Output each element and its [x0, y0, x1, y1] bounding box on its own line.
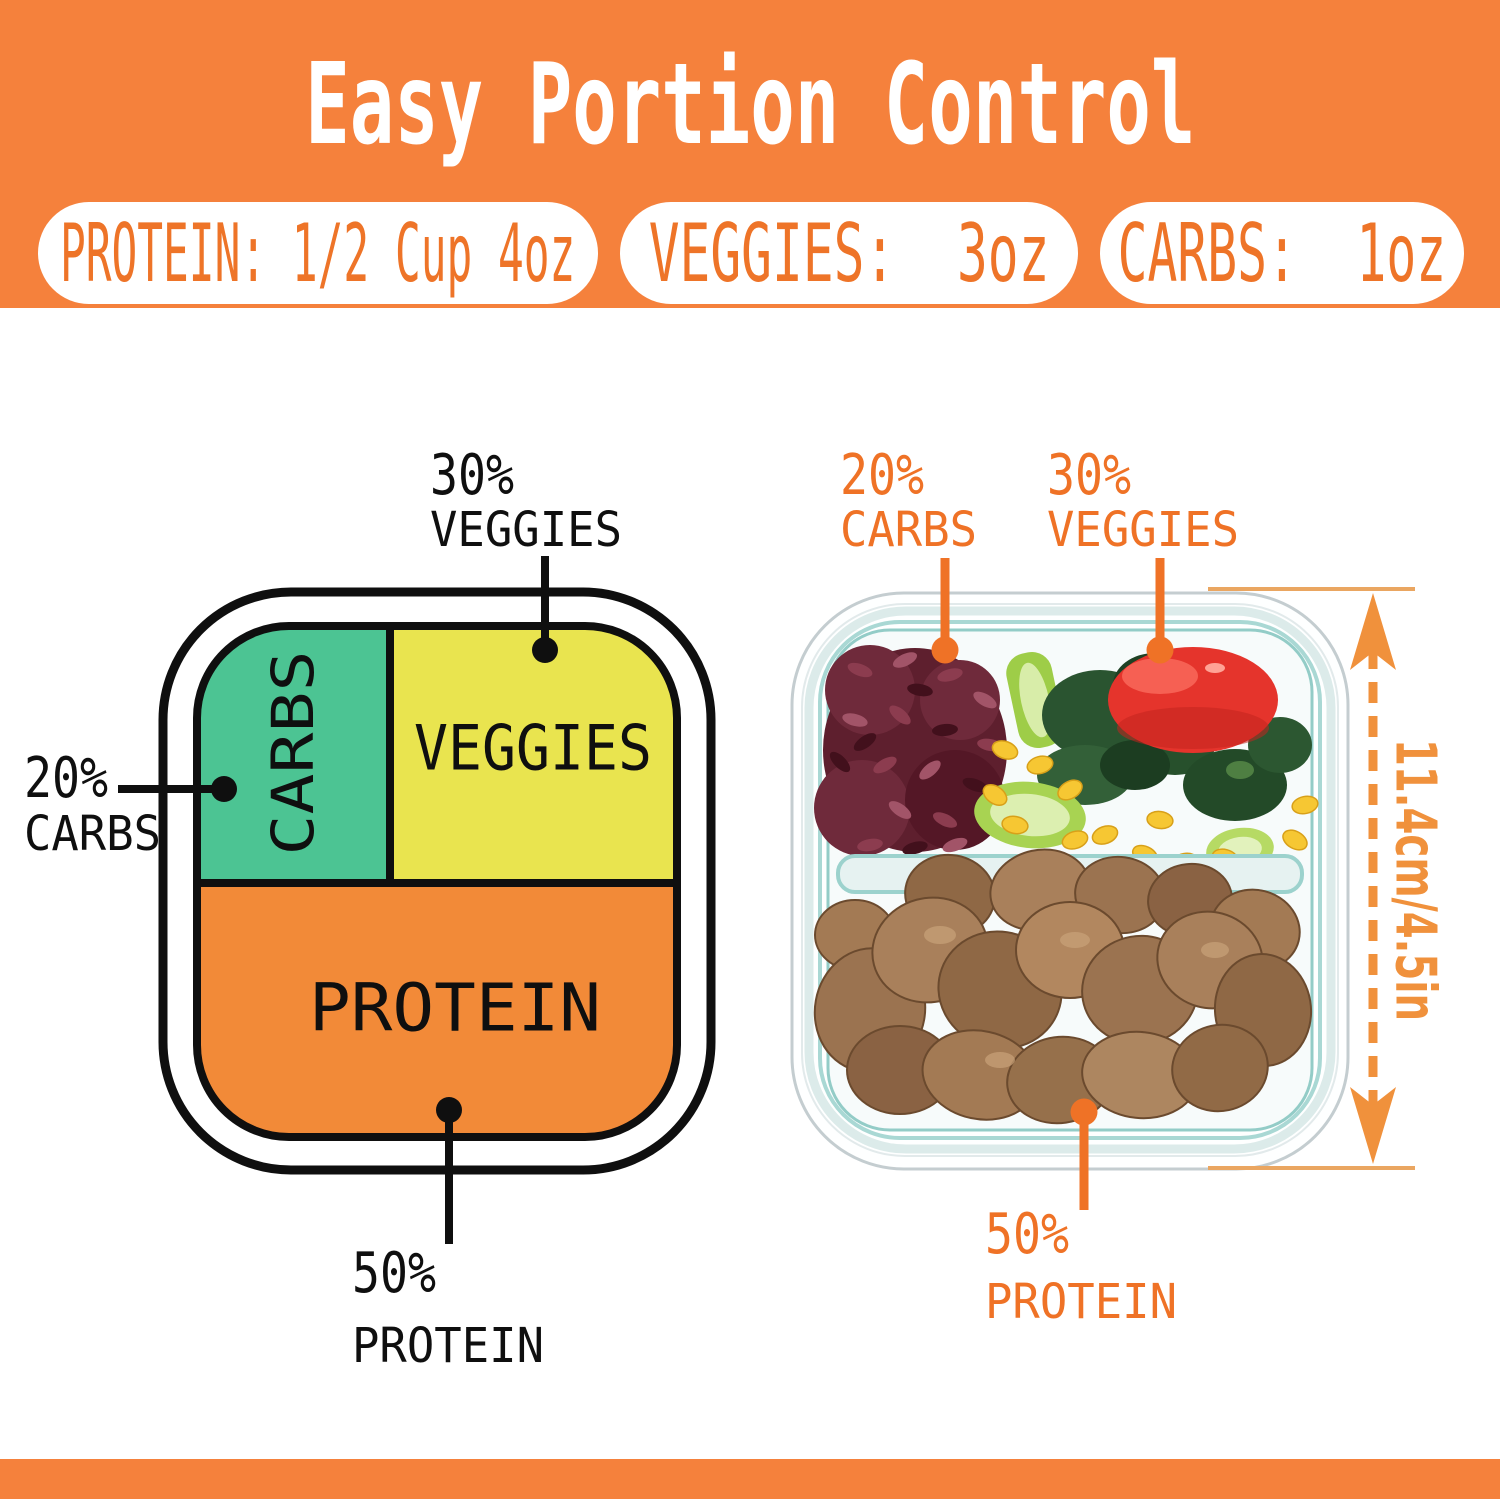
page-title-text: Easy Portion Control	[304, 40, 1196, 170]
pill-label: PROTEIN: 1/2 Cup 4oz	[60, 206, 576, 300]
veggies-section	[390, 626, 677, 883]
glass-lip-band	[804, 606, 1336, 1154]
meal-container-photo	[790, 591, 1350, 1171]
carbs-percent-label: 20%	[24, 746, 108, 811]
veggies-word-label: VEGGIES	[430, 502, 622, 558]
carbs-callout-dot	[211, 776, 237, 802]
photo-callouts: 20% CARBS 30% VEGGIES 50% PROTEIN	[840, 443, 1239, 1330]
photo-veggies-percent: 30%	[1047, 443, 1131, 508]
arrowhead-down-icon	[1350, 1087, 1396, 1164]
spinach-leaf	[1100, 740, 1170, 790]
protein-callout-dot	[436, 1097, 462, 1123]
arrowhead-up-icon	[1350, 593, 1396, 670]
diagram-callout-labels: 30% VEGGIES 20% CARBS 50% PROTEIN	[24, 443, 622, 1374]
photo-protein-word: PROTEIN	[985, 1274, 1177, 1330]
glass-teal-rim	[818, 620, 1322, 1140]
veggies-callout-dot	[532, 637, 558, 663]
rice-illustration	[814, 645, 1007, 856]
pill-label: CARBS: 1oz	[1117, 206, 1447, 300]
portion-diagram: CARBS VEGGIES PROTEIN 30% VEGGIES 20% CA…	[24, 443, 716, 1374]
veggies-section-label: VEGGIES	[414, 712, 652, 785]
carbs-photo-dot	[931, 636, 959, 664]
dimension-markers: 11.4cm/4.5in	[1208, 587, 1448, 1170]
carbs-section-label: CARBS	[259, 651, 327, 856]
footer-band	[0, 1459, 1500, 1499]
carbs-word-label: CARBS	[24, 806, 161, 862]
photo-carbs-percent: 20%	[840, 443, 924, 508]
protein-percent-label: 50%	[352, 1241, 436, 1306]
protein-section	[197, 883, 677, 1137]
protein-word-label: PROTEIN	[352, 1318, 544, 1374]
diagram-inner-border	[193, 622, 681, 1141]
photo-protein-percent: 50%	[985, 1202, 1069, 1267]
carbs-section	[197, 626, 390, 883]
pill-label: VEGGIES: 3oz	[648, 206, 1050, 300]
veggies-photo-dot	[1146, 636, 1174, 664]
beef-highlights	[924, 926, 1229, 1068]
photo-veggies-word: VEGGIES	[1047, 502, 1239, 558]
diagram-callout-lines	[118, 556, 549, 1244]
protein-photo-dot	[1070, 1098, 1098, 1126]
portion-pill-veggies: VEGGIES: 3oz	[620, 202, 1078, 304]
page-title: Easy Portion Control	[0, 40, 1500, 170]
portion-pill-protein: PROTEIN: 1/2 Cup 4oz	[38, 202, 598, 304]
protein-section-label: PROTEIN	[309, 970, 601, 1047]
veggies-illustration	[974, 647, 1319, 879]
glass-edge-line	[801, 603, 1339, 1157]
veggies-percent-label: 30%	[430, 443, 514, 508]
tomato-illustration	[1108, 647, 1278, 753]
portion-pill-carbs: CARBS: 1oz	[1100, 202, 1464, 304]
photo-carbs-word: CARBS	[840, 502, 977, 558]
beef-illustration	[813, 848, 1313, 1125]
dimension-label: 11.4cm/4.5in	[1383, 739, 1448, 1021]
